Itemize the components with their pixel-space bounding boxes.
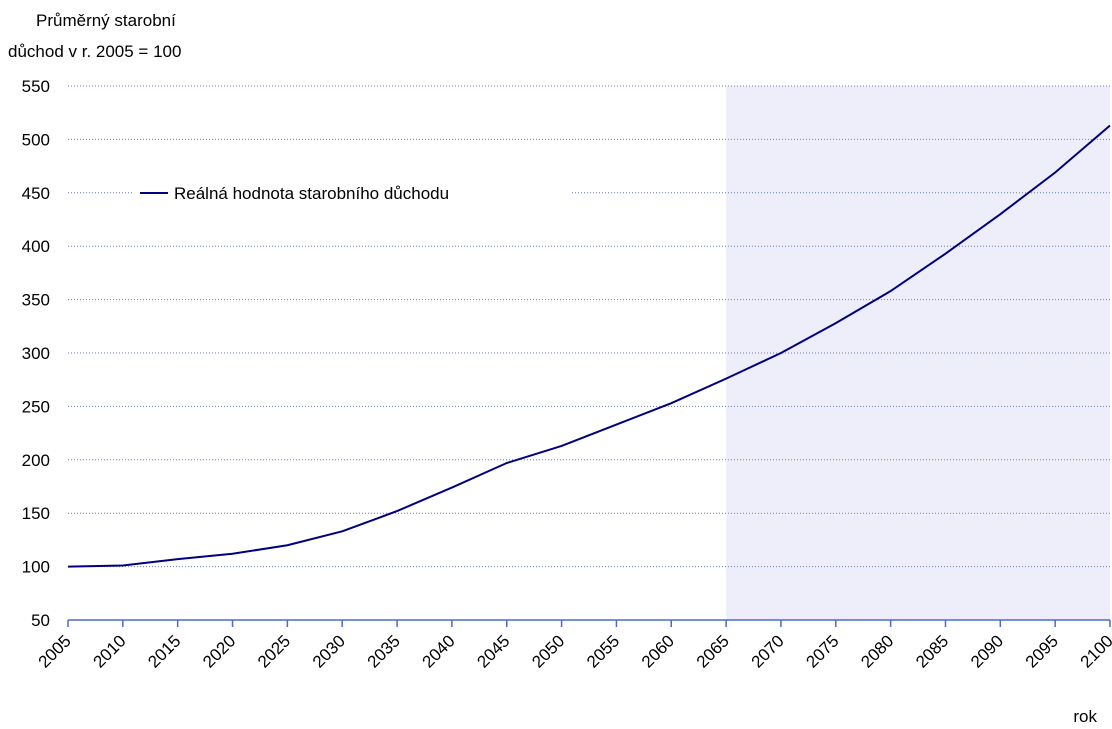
- y-tick-label: 500: [22, 130, 50, 149]
- x-tick-label: 2010: [89, 631, 129, 671]
- legend-label: Reálná hodnota starobního důchodu: [174, 184, 449, 203]
- x-tick-label: 2065: [693, 631, 733, 671]
- x-tick-label: 2025: [254, 631, 294, 671]
- y-tick-label: 150: [22, 504, 50, 523]
- x-tick-label: 2040: [419, 631, 459, 671]
- x-tick-label: 2015: [144, 631, 184, 671]
- legend: Reálná hodnota starobního důchodu: [132, 179, 572, 207]
- x-tick-label: 2100: [1077, 631, 1112, 671]
- x-axis-label: rok: [1073, 707, 1097, 726]
- line-series: [67, 124, 1111, 568]
- x-tick-label: 2080: [857, 631, 897, 671]
- y-tick-label: 50: [31, 611, 50, 630]
- x-tick-label: 2035: [364, 631, 404, 671]
- x-tick-label: 2050: [528, 631, 568, 671]
- y-tick-label: 100: [22, 558, 50, 577]
- y-axis-label: Průměrný starobní: [36, 11, 176, 30]
- legend-background: [132, 179, 572, 207]
- x-tick-label: 2055: [583, 631, 623, 671]
- x-tick-label: 2060: [638, 631, 678, 671]
- y-tick-label: 400: [22, 237, 50, 256]
- x-tick-label: 2090: [967, 631, 1007, 671]
- x-tick-label: 2085: [912, 631, 952, 671]
- x-tick-label: 2070: [748, 631, 788, 671]
- x-tick-label: 2095: [1022, 631, 1062, 671]
- y-axis-label: důchod v r. 2005 = 100: [8, 42, 181, 61]
- x-tick-label: 2005: [35, 631, 75, 671]
- x-tick-label: 2045: [473, 631, 513, 671]
- y-tick-label: 300: [22, 344, 50, 363]
- y-tick-label: 450: [22, 184, 50, 203]
- x-tick-label: 2075: [802, 631, 842, 671]
- x-tick-label: 2020: [199, 631, 239, 671]
- x-tick-label: 2030: [309, 631, 349, 671]
- y-tick-label: 200: [22, 451, 50, 470]
- y-tick-label: 350: [22, 291, 50, 310]
- y-tick-label: 550: [22, 77, 50, 96]
- y-tick-label: 250: [22, 397, 50, 416]
